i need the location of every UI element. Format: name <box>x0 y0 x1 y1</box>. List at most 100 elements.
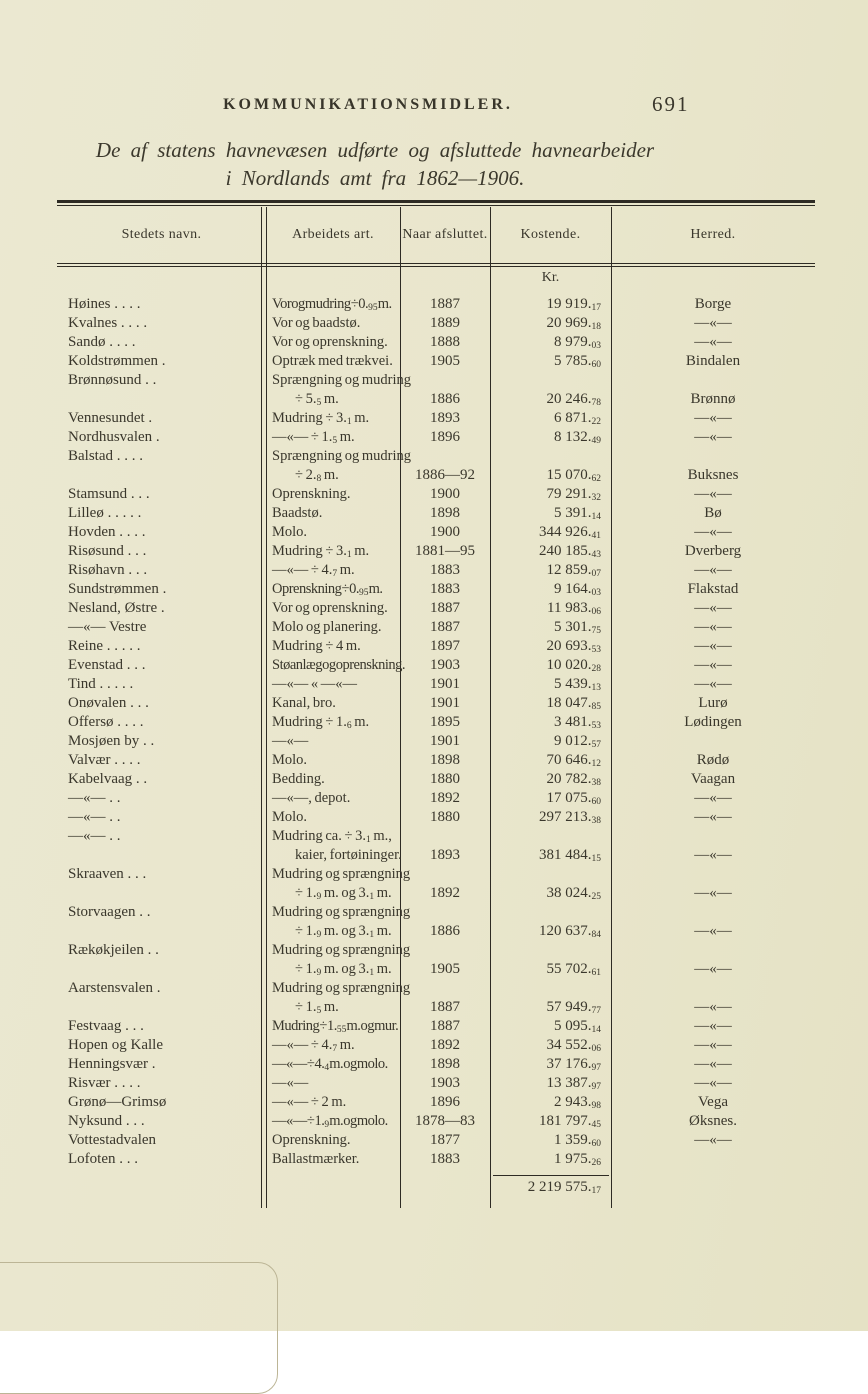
work-cell: Molo og planering. <box>272 619 382 635</box>
district-cell: —«— <box>694 847 732 863</box>
column-header-cost: Kostende. <box>520 227 581 242</box>
year-cell: 1883 <box>430 562 460 578</box>
table-row: Hopen og Kalle —«— ÷ 4.7 m. 1892 34 552.06 —… <box>57 1036 815 1055</box>
year-cell: 1900 <box>430 486 460 502</box>
place-cell: Sandø . . . . <box>68 334 136 350</box>
place-cell: Kvalnes . . . . <box>68 315 148 331</box>
place-cell <box>57 846 266 867</box>
district-cell: —«— <box>694 999 732 1015</box>
place-cell <box>57 922 266 943</box>
table-row: Kabelvaag . . Bedding. 1880 20 782.38 Vaagan <box>57 770 815 789</box>
cost-cell: 8 132.49 <box>554 429 601 446</box>
cost-cell: 3 481.53 <box>554 714 601 731</box>
cost-cell: 19 919.17 <box>546 296 602 313</box>
year-cell: 1898 <box>430 1056 460 1072</box>
year-cell: 1886—92 <box>415 467 475 483</box>
header-bottom-rule-b <box>57 266 815 267</box>
district-cell: —«— <box>694 923 732 939</box>
cost-cell <box>490 979 611 998</box>
district-cell: Dverberg <box>684 543 742 559</box>
cost-cell: 34 552.06 <box>546 1037 602 1054</box>
work-cell: ÷ 1.9 m. og 3.1 m. <box>295 885 392 902</box>
table-row: Mosjøen by . . —«— 1901 9 012.57 <box>57 732 815 751</box>
place-cell: Vennesundet . <box>68 410 153 426</box>
cost-cell: 240 185.43 <box>539 543 601 560</box>
work-cell: Vor og mudring ÷ 0.95 m. <box>272 296 392 313</box>
work-cell: ÷ 1.9 m. og 3.1 m. <box>295 961 392 978</box>
table-row: ÷ 1.5 m. 1887 57 949.77 —«— <box>57 998 815 1017</box>
table-top-rule-thin <box>57 205 815 206</box>
year-cell: 1880 <box>430 809 460 825</box>
district-cell: —«— <box>694 410 732 426</box>
work-cell: Sprængning og mudring <box>272 372 411 388</box>
district-cell: —«— <box>694 676 732 692</box>
work-cell: —«— ÷ 2 m. <box>272 1094 347 1110</box>
table-row: Koldstrømmen . Optræk med trækvei. 1905 5 7… <box>57 352 815 371</box>
work-cell: Oprenskning. <box>272 1132 351 1148</box>
cost-cell <box>490 447 611 466</box>
place-cell: Høines . . . . <box>68 296 141 312</box>
district-cell <box>611 941 815 960</box>
place-cell: Risøsund . . . <box>68 543 147 559</box>
year-cell: 1905 <box>430 353 460 369</box>
header-bottom-rule-a <box>57 263 815 264</box>
place-cell: Hopen og Kalle <box>68 1037 163 1053</box>
table-row: —«— Vestre Molo og planering. 1887 5 301.75… <box>57 618 815 637</box>
district-cell: Bindalen <box>685 353 741 369</box>
table-row: —«— . . —«—, depot. 1892 17 075.60 —«— <box>57 789 815 808</box>
district-cell: —«— <box>694 524 732 540</box>
year-cell: 1892 <box>430 885 460 901</box>
harbour-works-table: Stedets navn. Arbeidets art. Naar afslut… <box>57 200 815 1230</box>
running-head: KOMMUNIKATIONSMIDLER. <box>223 96 513 113</box>
table-row: ÷ 1.9 m. og 3.1 m. 1905 55 702.61 —«— <box>57 960 815 979</box>
table-row: Rækøkjeilen . . Mudring og sprængning <box>57 941 815 960</box>
table-row: Skraaven . . . Mudring og sprængning <box>57 865 815 884</box>
district-cell: Brønnø <box>690 391 736 407</box>
place-cell: Koldstrømmen . <box>68 353 166 369</box>
work-cell: —«— <box>272 1075 309 1091</box>
year-cell <box>400 447 490 466</box>
currency-label: Kr. <box>541 270 560 285</box>
year-cell: 1903 <box>430 657 460 673</box>
district-cell: —«— <box>694 657 732 673</box>
table-row: ÷ 2.8 m. 1886—92 15 070.62 Buksnes <box>57 466 815 485</box>
cost-cell: 9 012.57 <box>554 733 601 750</box>
district-cell: —«— <box>694 334 732 350</box>
cost-cell: 9 164.03 <box>554 581 601 598</box>
table-row: Vottestadvalen Oprenskning. 1877 1 359.60 —«… <box>57 1131 815 1150</box>
cost-cell: 5 391.14 <box>554 505 601 522</box>
table-row: Lofoten . . . Ballastmærker. 1883 1 975.26 <box>57 1150 815 1169</box>
work-cell: ÷ 5.5 m. <box>295 391 339 408</box>
place-cell: —«— . . <box>68 790 121 806</box>
place-cell <box>57 960 266 981</box>
district-cell: Vega <box>698 1094 728 1110</box>
district-cell: —«— <box>694 961 732 977</box>
year-cell: 1886 <box>430 391 460 407</box>
work-cell: Mudring ÷ 1.55 m. og mur. <box>272 1018 399 1035</box>
place-cell: Evenstad . . . <box>68 657 146 673</box>
district-cell <box>611 732 815 753</box>
work-cell: Kanal, bro. <box>272 695 336 711</box>
year-cell: 1886 <box>430 923 460 939</box>
work-cell: Baadstø. <box>272 505 323 521</box>
page-number: 691 <box>652 92 690 116</box>
place-cell: Stamsund . . . <box>68 486 150 502</box>
cost-cell <box>490 865 611 884</box>
cost-cell: 5 095.14 <box>554 1018 601 1035</box>
district-cell: Buksnes <box>687 467 739 483</box>
cost-cell: 79 291.32 <box>546 486 602 503</box>
work-cell: Molo. <box>272 752 308 768</box>
table-row: Nesland, Østre . Vor og oprenskning. 1887 1… <box>57 599 815 618</box>
place-cell: Reine . . . . . <box>68 638 141 654</box>
work-cell: Mudring ÷ 4 m. <box>272 638 361 654</box>
cost-cell: 8 979.03 <box>554 334 601 351</box>
place-cell <box>57 884 266 905</box>
work-cell: ÷ 1.9 m. og 3.1 m. <box>295 923 392 940</box>
work-cell: —«— <box>272 733 309 749</box>
work-cell: Mudring ca. ÷ 3.1 m., <box>272 828 392 845</box>
work-cell: Vor og baadstø. <box>272 315 361 331</box>
place-cell: Kabelvaag . . <box>68 771 148 787</box>
year-cell: 1887 <box>430 600 460 616</box>
cost-cell: 5 785.60 <box>554 353 601 370</box>
